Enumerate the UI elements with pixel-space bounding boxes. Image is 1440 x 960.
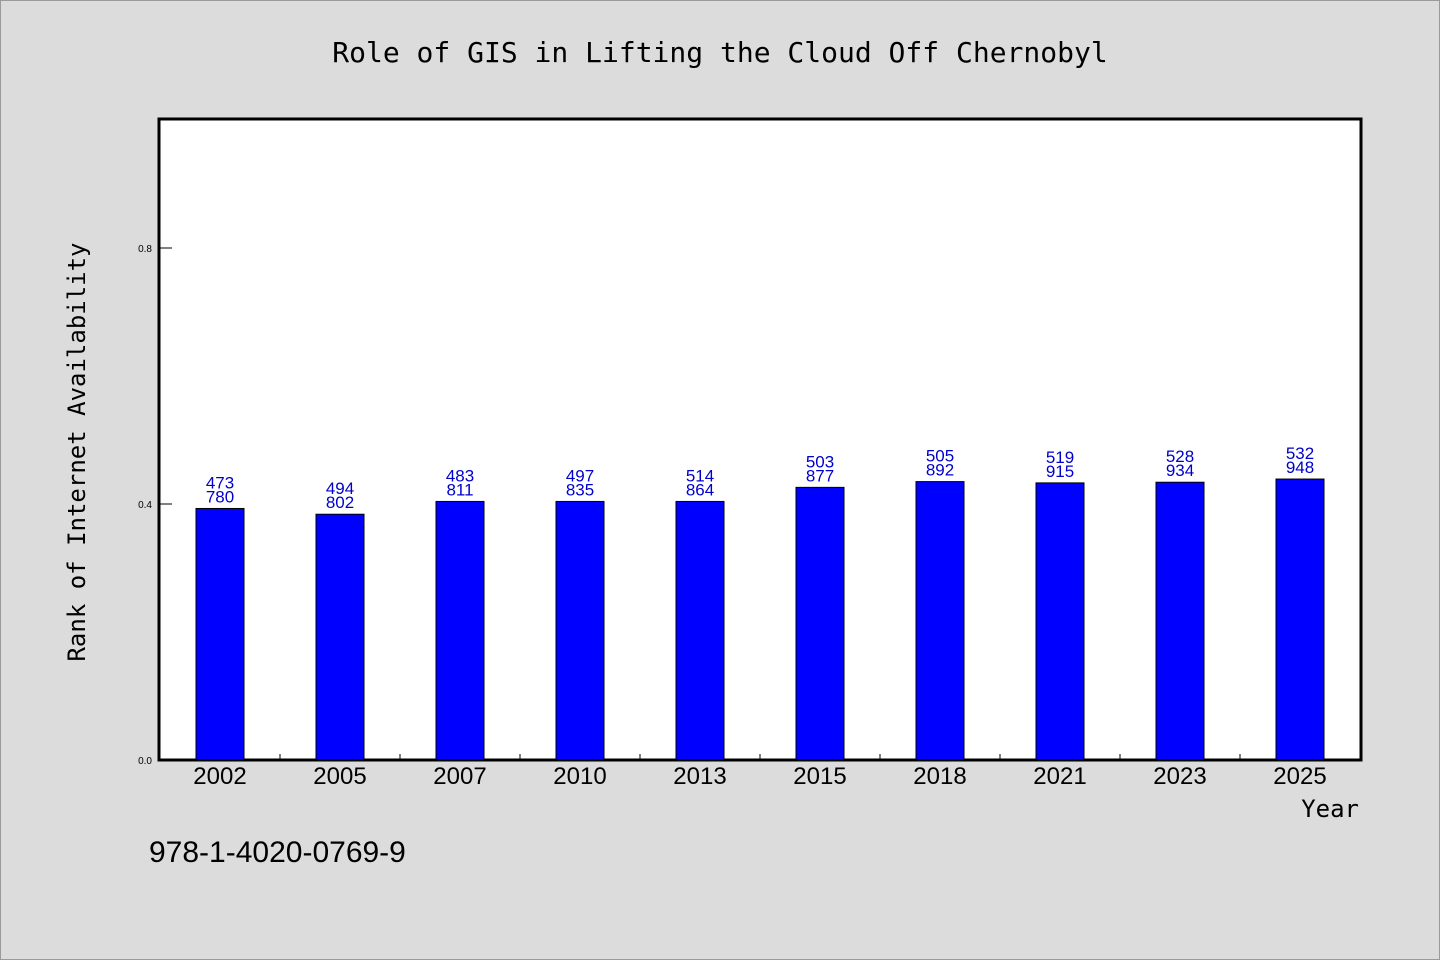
- data-label-top: 497: [566, 466, 594, 485]
- x-tick-label: 2007: [433, 763, 486, 790]
- data-label-top: 505: [926, 447, 954, 466]
- data-label-top: 473: [206, 473, 234, 492]
- x-tick-label: 2005: [313, 763, 366, 790]
- data-label-bottom: 877: [806, 466, 834, 485]
- data-label-top: 519: [1046, 448, 1074, 467]
- x-tick-label: 2015: [793, 763, 846, 790]
- bar: [675, 500, 725, 761]
- data-label-bottom: 811: [446, 480, 473, 499]
- chart-title: Role of GIS in Lifting the Cloud Off Che…: [332, 36, 1107, 69]
- x-tick-label: 2018: [913, 763, 966, 790]
- data-label-top: 514: [686, 466, 714, 485]
- bar: [435, 500, 485, 761]
- bars-group: [195, 478, 1325, 761]
- data-label-bottom: 892: [926, 461, 954, 480]
- bar: [795, 486, 845, 761]
- x-tick-label: 2025: [1273, 763, 1326, 790]
- data-label-top: 532: [1286, 444, 1314, 463]
- bar: [1035, 482, 1085, 761]
- x-tick-label: 2023: [1153, 763, 1206, 790]
- x-tick-label: 2002: [193, 763, 246, 790]
- data-label-bottom: 780: [206, 487, 234, 506]
- bar: [195, 507, 245, 761]
- isbn-text: 978-1-4020-0769-9: [149, 836, 406, 869]
- x-tick-label: 2013: [673, 763, 726, 790]
- bar: [555, 500, 605, 761]
- data-label-bottom: 802: [326, 493, 354, 512]
- data-label-bottom: 934: [1166, 461, 1194, 480]
- data-label-bottom: 915: [1046, 462, 1074, 481]
- data-label-top: 528: [1166, 447, 1194, 466]
- data-label-bottom: 948: [1286, 458, 1314, 477]
- bar: [1275, 478, 1325, 761]
- x-axis-ticks: 2002 2005 2007 2010 2013 2015 2018 2021 2023 2025: [193, 754, 1327, 790]
- data-label-top: 483: [446, 466, 474, 485]
- y-tick-label: 0.0: [138, 756, 152, 767]
- y-axis-ticks: 0.0 0.4 0.8: [138, 244, 172, 767]
- data-label-bottom: 864: [686, 480, 714, 499]
- x-tick-label: 2010: [553, 763, 606, 790]
- data-label-bottom: 835: [566, 480, 594, 499]
- y-axis-label: Rank of Internet Availability: [63, 242, 91, 661]
- bar: [915, 481, 965, 761]
- bar: [1155, 481, 1205, 761]
- x-tick-label: 2021: [1033, 763, 1086, 790]
- y-tick-label: 0.4: [138, 500, 152, 511]
- data-label-top: 503: [806, 452, 834, 471]
- x-axis-label: Year: [1301, 795, 1359, 823]
- y-tick-label: 0.8: [138, 244, 152, 255]
- bar: [315, 513, 365, 761]
- data-label-top: 494: [326, 479, 354, 498]
